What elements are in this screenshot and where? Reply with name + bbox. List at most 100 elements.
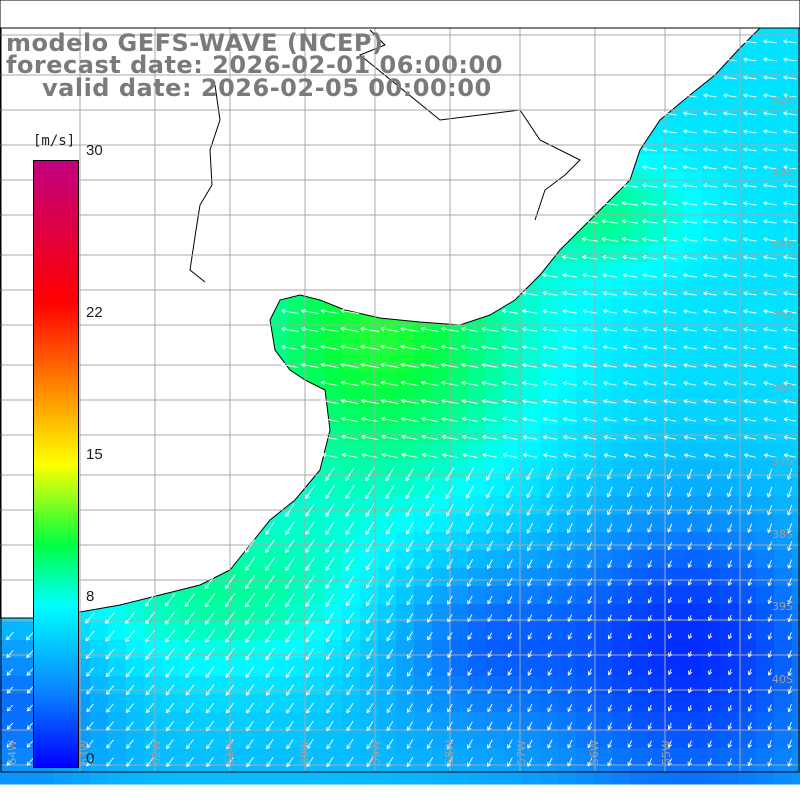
wind-speed-cell bbox=[738, 712, 757, 731]
wind-arrow bbox=[663, 129, 677, 134]
wind-arrow bbox=[688, 633, 693, 639]
wind-speed-cell bbox=[702, 586, 721, 605]
wind-speed-cell bbox=[144, 766, 163, 785]
wind-speed-cell bbox=[504, 586, 523, 605]
wind-speed-cell bbox=[648, 496, 667, 515]
wind-arrow bbox=[300, 308, 319, 314]
wind-arrow bbox=[427, 703, 433, 713]
latitude-label: 35S bbox=[772, 310, 793, 323]
wind-arrow bbox=[326, 666, 334, 678]
wind-speed-cell bbox=[342, 640, 361, 659]
wind-arrow bbox=[767, 686, 773, 694]
wind-speed-cell bbox=[90, 676, 109, 695]
wind-speed-cell bbox=[450, 514, 469, 533]
wind-speed-cell bbox=[414, 712, 433, 731]
wind-speed-cell bbox=[90, 640, 109, 659]
wind-speed-cell bbox=[774, 550, 793, 569]
wind-arrow bbox=[481, 398, 498, 404]
wind-speed-cell bbox=[738, 406, 757, 425]
wind-arrow bbox=[507, 559, 513, 569]
wind-arrow bbox=[145, 721, 154, 731]
wind-speed-cell bbox=[270, 730, 289, 749]
wind-arrow bbox=[683, 273, 697, 278]
wind-speed-cell bbox=[576, 568, 595, 587]
wind-speed-cell bbox=[360, 352, 379, 371]
wind-arrow bbox=[602, 254, 618, 260]
wind-arrow bbox=[763, 147, 777, 152]
wind-arrow bbox=[26, 704, 34, 712]
wind-speed-cell bbox=[558, 748, 577, 767]
wind-arrow bbox=[703, 363, 717, 368]
wind-arrow bbox=[707, 669, 713, 676]
wind-speed-cell bbox=[180, 658, 199, 677]
wind-arrow bbox=[507, 668, 513, 676]
wind-arrow bbox=[687, 722, 693, 730]
wind-arrow bbox=[643, 327, 657, 332]
wind-arrow bbox=[406, 558, 414, 570]
wind-arrow bbox=[481, 344, 499, 350]
wind-arrow bbox=[300, 362, 319, 369]
wind-arrow bbox=[766, 468, 773, 480]
colorbar-tick-label: 15 bbox=[86, 446, 103, 463]
wind-arrow bbox=[667, 596, 673, 604]
wind-speed-cell bbox=[414, 496, 433, 515]
wind-arrow bbox=[341, 434, 359, 441]
wind-speed-cell bbox=[306, 532, 325, 551]
wind-speed-cell bbox=[360, 514, 379, 533]
wind-arrow bbox=[365, 503, 375, 517]
wind-arrow bbox=[664, 453, 676, 458]
wind-speed-cell bbox=[738, 766, 757, 785]
wind-arrow bbox=[606, 468, 613, 480]
wind-speed-cell bbox=[756, 28, 775, 47]
wind-speed-cell bbox=[666, 694, 685, 713]
wind-arrow bbox=[747, 722, 752, 730]
wind-speed-cell bbox=[360, 370, 379, 389]
wind-arrow bbox=[626, 486, 633, 498]
wind-arrow bbox=[6, 650, 14, 659]
wind-arrow bbox=[6, 704, 14, 712]
wind-speed-cell bbox=[558, 532, 577, 551]
wind-arrow bbox=[542, 309, 558, 314]
wind-arrow bbox=[627, 668, 633, 676]
wind-arrow bbox=[502, 416, 518, 422]
wind-arrow bbox=[526, 486, 534, 499]
wind-speed-cell bbox=[450, 676, 469, 695]
wind-speed-cell bbox=[792, 694, 800, 713]
wind-speed-cell bbox=[684, 640, 703, 659]
wind-speed-cell bbox=[684, 550, 703, 569]
wind-speed-cell bbox=[396, 460, 415, 479]
colorbar bbox=[33, 160, 79, 768]
wind-arrow bbox=[627, 541, 633, 551]
wind-arrow bbox=[687, 523, 693, 533]
wind-speed-cell bbox=[630, 586, 649, 605]
wind-speed-cell bbox=[306, 334, 325, 353]
wind-arrow bbox=[783, 237, 797, 242]
wind-speed-cell bbox=[774, 568, 793, 587]
wind-speed-cell bbox=[252, 622, 271, 641]
wind-speed-cell bbox=[198, 622, 217, 641]
wind-speed-cell bbox=[774, 586, 793, 605]
political-borders bbox=[189, 29, 581, 283]
wind-speed-cell bbox=[288, 352, 307, 371]
wind-speed-cell bbox=[756, 712, 775, 731]
wind-arrow bbox=[527, 739, 533, 749]
wind-speed-cell bbox=[630, 658, 649, 677]
wind-arrow bbox=[683, 327, 697, 332]
wind-speed-cell bbox=[792, 658, 800, 677]
wind-arrow bbox=[306, 720, 314, 732]
wind-speed-cell bbox=[180, 604, 199, 623]
wind-speed-cell bbox=[414, 748, 433, 767]
wind-arrow bbox=[281, 344, 299, 350]
wind-speed-cell bbox=[576, 496, 595, 515]
wind-arrow bbox=[345, 467, 355, 482]
wind-speed-cell bbox=[792, 496, 800, 515]
wind-speed-cell bbox=[666, 334, 685, 353]
wind-speed-cell bbox=[486, 334, 505, 353]
wind-arrow bbox=[783, 147, 797, 152]
wind-arrow bbox=[325, 575, 335, 589]
wind-speed-cell bbox=[234, 730, 253, 749]
wind-speed-cell bbox=[630, 208, 649, 227]
wind-arrow bbox=[204, 611, 216, 625]
wind-speed-cell bbox=[594, 622, 613, 641]
wind-arrow bbox=[86, 703, 94, 713]
